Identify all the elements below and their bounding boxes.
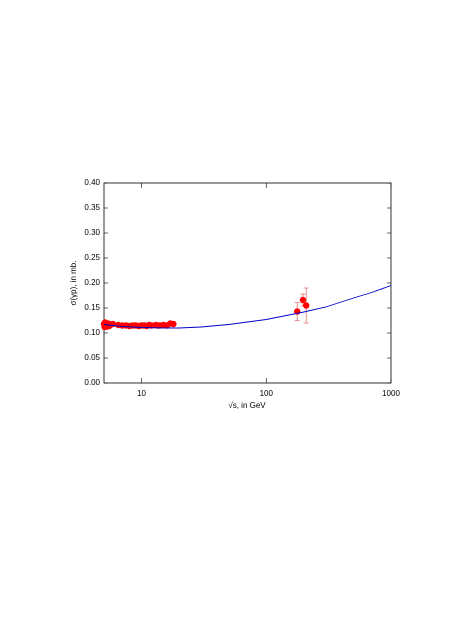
y-tick-label: 0.30 (84, 228, 100, 237)
y-tick-label: 0.25 (84, 253, 100, 262)
y-axis-title: σ(γp), in mb. (69, 261, 78, 306)
y-tick-label: 0.15 (84, 303, 100, 312)
data-point (303, 302, 310, 309)
fit-line (103, 285, 392, 329)
x-axis-title: √s, in GeV (228, 401, 266, 410)
x-tick-label: 1000 (382, 389, 400, 398)
y-tick-label: 0.35 (84, 203, 100, 212)
x-tick-label: 100 (260, 389, 274, 398)
y-tick-label: 0.40 (84, 178, 100, 187)
y-tick-label: 0.00 (84, 378, 100, 387)
data-point (170, 320, 177, 328)
plot-frame (103, 182, 392, 384)
y-tick-label: 0.20 (84, 278, 100, 287)
y-tick-label: 0.10 (84, 328, 100, 337)
data-point (299, 296, 307, 304)
y-tick-label: 0.05 (84, 353, 100, 362)
x-tick-label: 10 (137, 389, 146, 398)
